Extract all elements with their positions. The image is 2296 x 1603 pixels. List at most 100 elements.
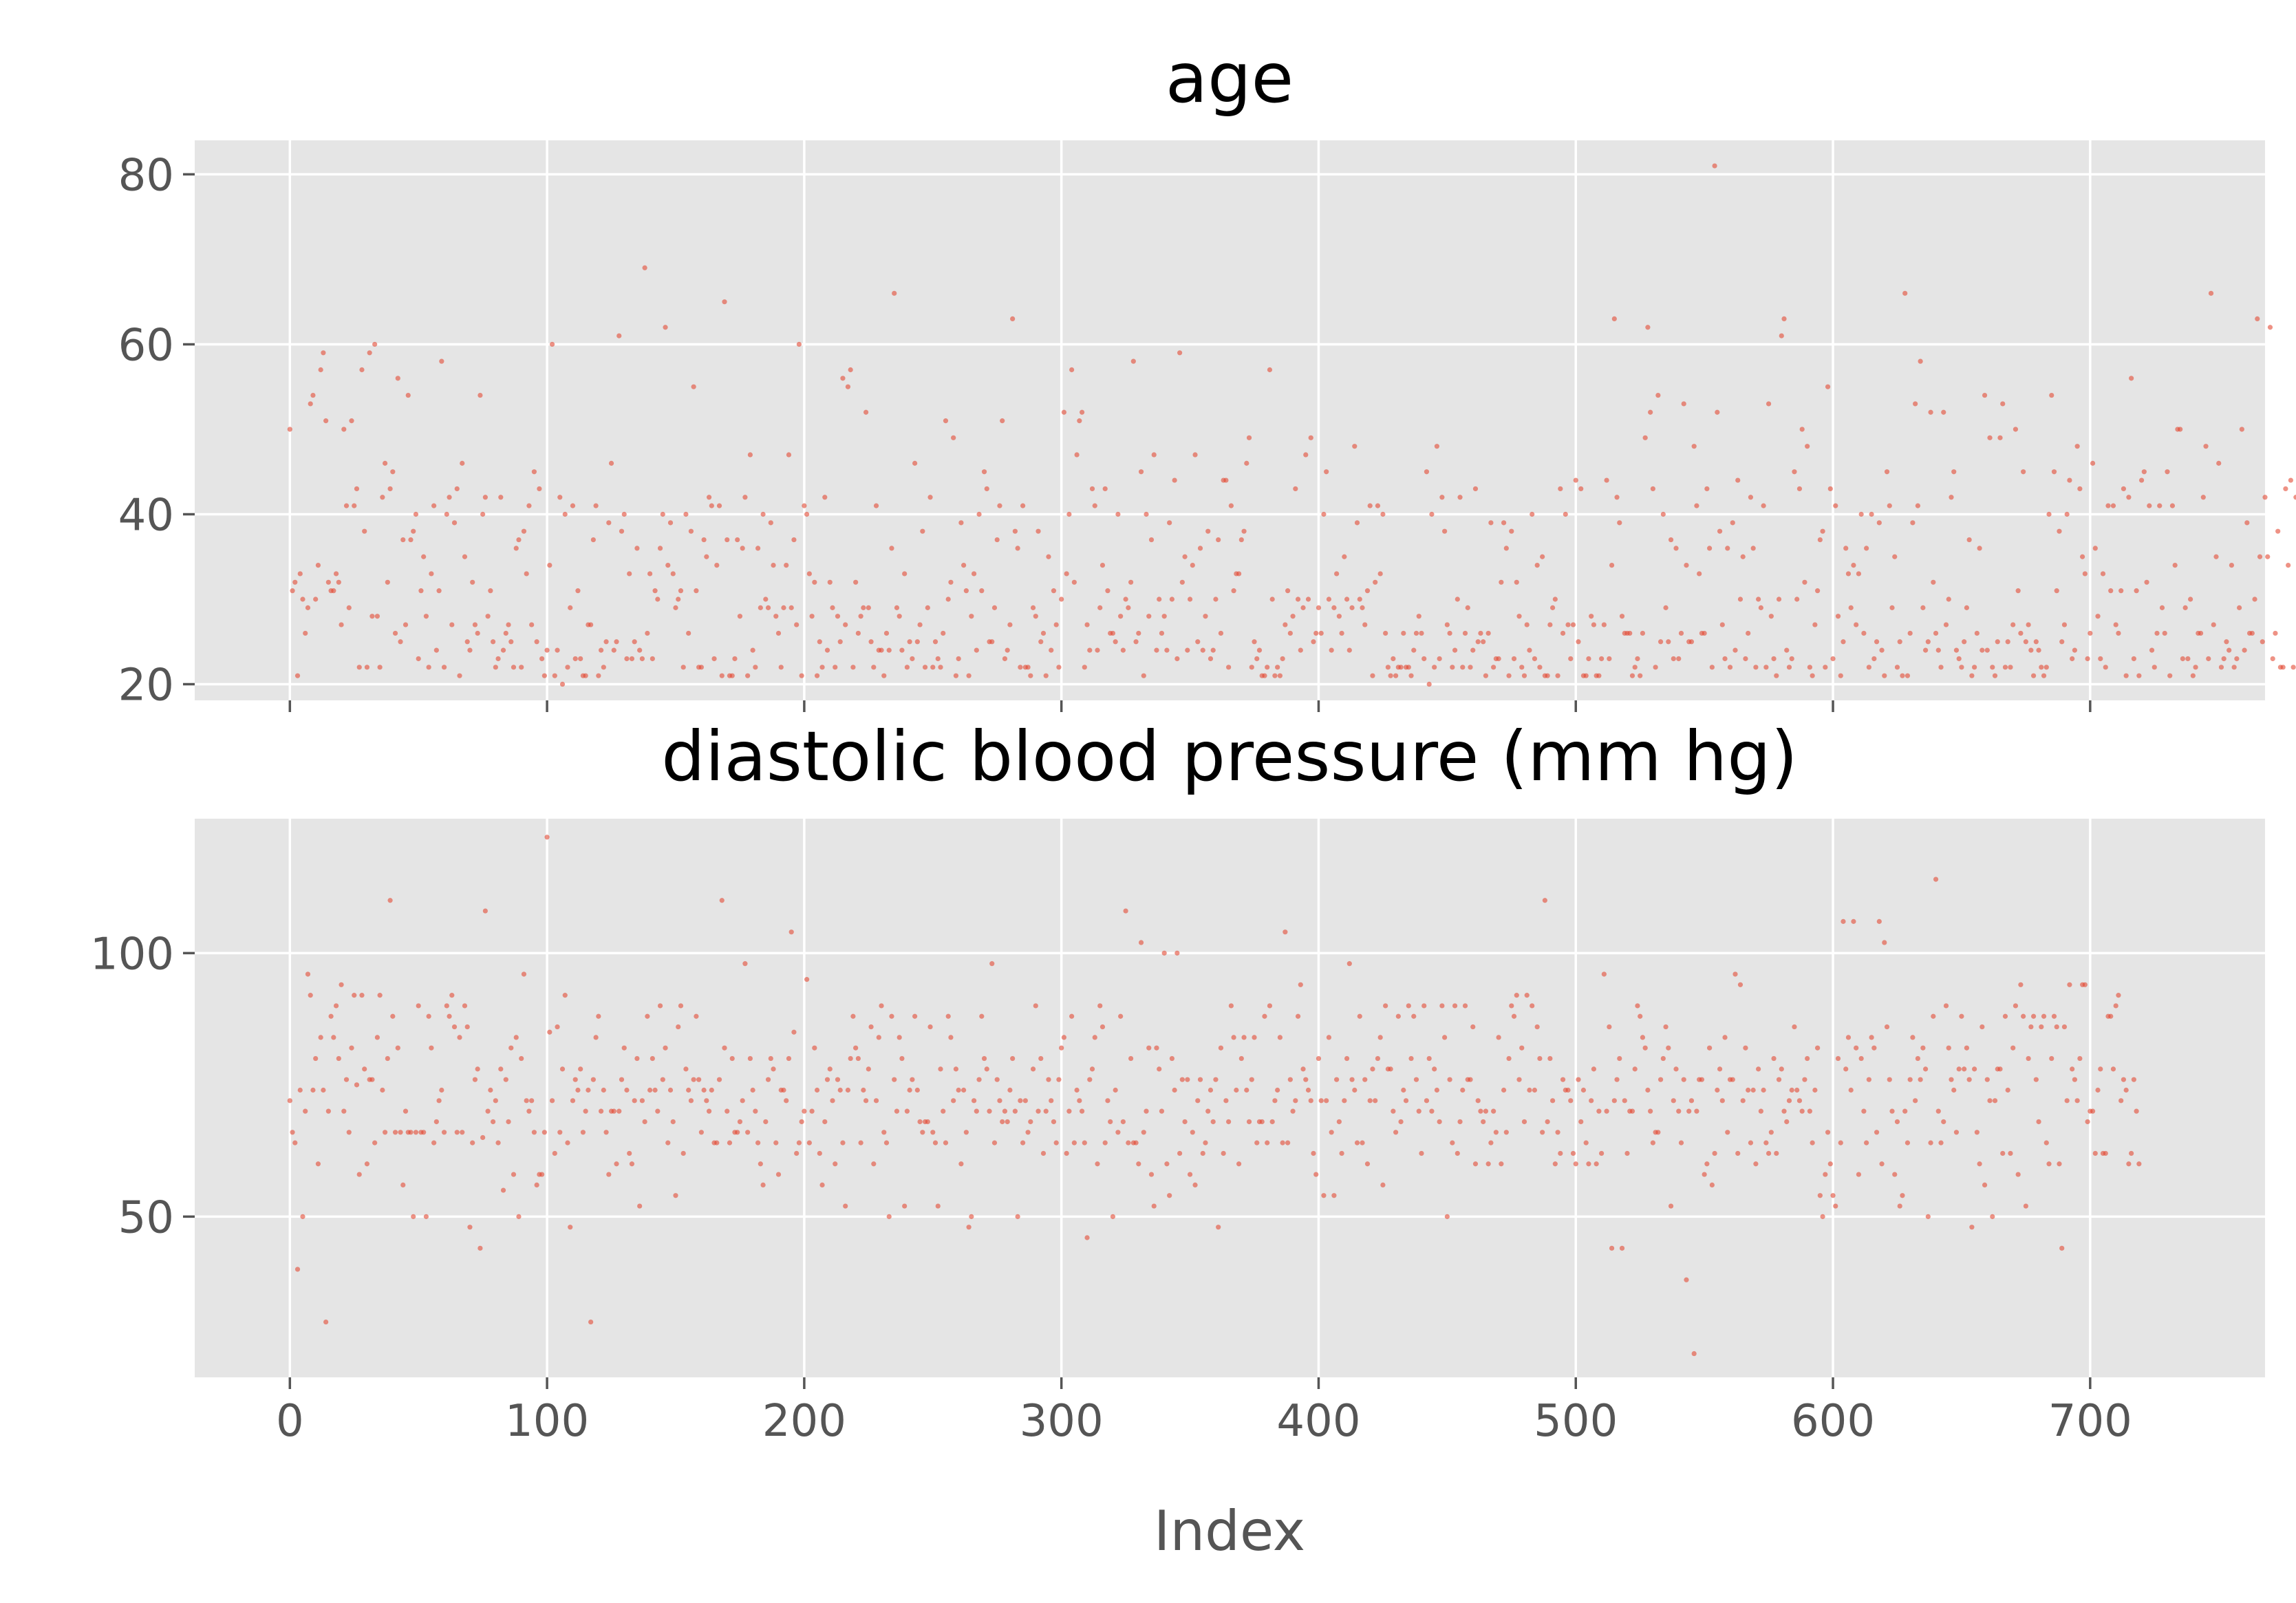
diastolic-bp-data-point	[1005, 1119, 1010, 1125]
diastolic-bp-data-point	[1151, 1203, 1157, 1209]
age-data-point	[657, 546, 663, 551]
age-data-point	[627, 571, 632, 577]
diastolic-bp-data-point	[439, 1087, 444, 1093]
diastolic-bp-data-point	[1638, 1013, 1643, 1019]
diastolic-bp-data-point	[1771, 1055, 1777, 1062]
age-data-point	[1799, 427, 1805, 432]
diastolic-bp-data-point	[1275, 1087, 1280, 1093]
diastolic-bp-data-point	[1928, 1140, 1933, 1145]
age-data-point	[1218, 630, 1224, 636]
age-data-point	[683, 511, 689, 517]
age-data-point	[768, 520, 773, 526]
age-data-point	[1275, 665, 1280, 670]
diastolic-bp-data-point	[1799, 1108, 1805, 1114]
diastolic-bp-data-point	[1213, 1077, 1219, 1082]
age-data-point	[1000, 418, 1005, 424]
age-data-point	[1524, 622, 1530, 627]
diastolic-bp-data-point	[372, 1140, 378, 1145]
age-data-point	[1444, 622, 1450, 627]
diastolic-bp-data-point	[1043, 1108, 1049, 1114]
age-data-point	[1591, 622, 1597, 627]
diastolic-bp-data-point	[506, 1119, 511, 1125]
diastolic-bp-data-point	[387, 898, 393, 903]
diastolic-bp-data-point	[1481, 1119, 1486, 1125]
age-data-point	[868, 639, 874, 645]
diastolic-bp-data-point	[333, 1003, 339, 1009]
diastolic-bp-data-point	[1666, 1045, 1671, 1051]
age-data-point	[927, 495, 933, 500]
age-data-point	[383, 460, 388, 466]
diastolic-bp-data-point	[747, 1055, 753, 1062]
age-data-point	[1465, 605, 1470, 610]
age-data-point	[1854, 622, 1859, 627]
age-data-point	[398, 639, 403, 645]
diastolic-bp-data-point	[1938, 1140, 1944, 1145]
diastolic-bp-data-point	[910, 1077, 915, 1082]
diastolic-bp-data-point	[1025, 1130, 1031, 1135]
age-data-point	[1555, 673, 1560, 678]
diastolic-bp-data-point	[1642, 1045, 1648, 1051]
diastolic-bp-data-point	[1262, 1013, 1267, 1019]
diastolic-bp-data-point	[1388, 1066, 1393, 1072]
diastolic-bp-data-point	[1969, 1225, 1975, 1230]
age-data-point	[773, 614, 779, 619]
age-data-point	[976, 511, 982, 517]
age-data-point	[680, 665, 686, 670]
age-data-point	[2036, 647, 2041, 653]
age-data-point	[1922, 647, 1929, 653]
age-data-point	[660, 511, 665, 517]
age-data-point	[1339, 630, 1344, 636]
diastolic-bp-data-point	[1941, 1119, 1946, 1125]
diastolic-bp-data-point	[447, 1013, 452, 1019]
diastolic-bp-data-point	[590, 1077, 596, 1082]
age-data-point	[1385, 665, 1391, 670]
age-data-point	[804, 511, 810, 517]
diastolic-bp-data-point	[1146, 1045, 1152, 1051]
diastolic-bp-data-point	[863, 1098, 869, 1104]
diastolic-bp-data-point	[897, 1035, 902, 1040]
diastolic-bp-data-point	[352, 993, 357, 998]
diastolic-bp-data-point	[1704, 1161, 1710, 1167]
diastolic-bp-data-point	[1210, 1119, 1216, 1125]
diastolic-bp-data-point	[2095, 1087, 2101, 1093]
diastolic-bp-data-point	[637, 1203, 643, 1209]
diastolic-bp-data-point	[987, 1108, 992, 1114]
diastolic-bp-data-point	[472, 1077, 478, 1082]
age-data-point	[1205, 528, 1211, 534]
age-data-point	[2286, 563, 2291, 568]
age-data-point	[2280, 665, 2286, 670]
age-data-point	[742, 495, 748, 500]
age-data-point	[1388, 673, 1393, 678]
diastolic-bp-data-point	[1516, 1077, 1522, 1082]
diastolic-bp-x-tick-label: 700	[2048, 1396, 2132, 1447]
age-data-point	[2077, 486, 2083, 492]
diastolic-bp-data-point	[1455, 1150, 1460, 1156]
age-data-point	[979, 588, 985, 594]
age-data-point	[1688, 639, 1695, 645]
age-data-point	[941, 630, 946, 636]
age-data-point	[1468, 665, 1473, 670]
diastolic-bp-data-point	[1020, 1140, 1026, 1145]
diastolic-bp-data-point	[1622, 1098, 1627, 1104]
diastolic-bp-data-point	[2123, 1087, 2129, 1093]
age-data-point	[1527, 647, 1532, 653]
diastolic-bp-data-point	[848, 1055, 853, 1062]
age-data-point	[922, 665, 928, 670]
diastolic-bp-data-point	[593, 1035, 599, 1040]
diastolic-bp-data-point	[1746, 1087, 1751, 1093]
age-data-point	[416, 656, 421, 662]
diastolic-bp-data-point	[1907, 1077, 1913, 1082]
age-data-point	[1074, 452, 1080, 458]
diastolic-bp-data-point	[1398, 1119, 1404, 1125]
age-data-point	[1079, 409, 1085, 415]
age-data-point	[1746, 630, 1751, 636]
age-y-ticks: 20 40 60 80	[118, 150, 195, 711]
diastolic-bp-data-point	[1383, 1003, 1388, 1009]
age-data-point	[1099, 563, 1106, 568]
age-data-point	[981, 469, 987, 475]
age-data-point	[1511, 656, 1517, 662]
diastolic-bp-data-point	[1483, 1108, 1489, 1114]
age-data-point	[1892, 554, 1898, 559]
age-data-point	[1995, 639, 2000, 645]
age-data-point	[2108, 588, 2114, 594]
